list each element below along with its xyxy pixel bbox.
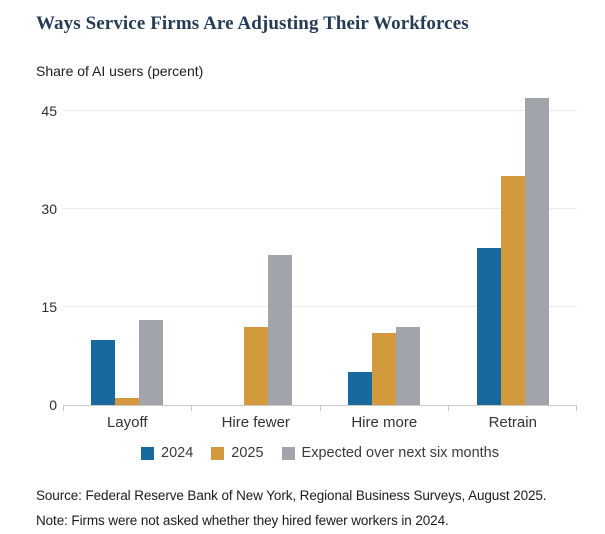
plot-area: 0 15 30 45 — [41, 92, 577, 413]
legend-item-2025: 2025 — [211, 445, 264, 461]
bar-2025-layoff — [115, 398, 140, 405]
legend: 2024 2025 Expected over next six months — [63, 445, 577, 461]
legend-label-2024: 2024 — [161, 445, 194, 461]
bar-expected-over-next-six-months-hire-more — [396, 327, 421, 405]
bar-expected-over-next-six-months-hire-fewer — [267, 255, 292, 405]
y-tick-label-0: 0 — [49, 397, 57, 413]
x-axis-tick-3 — [448, 405, 449, 411]
x-axis-label-hire-fewer: Hire fewer — [221, 414, 290, 431]
group-hire-fewer — [192, 92, 321, 405]
legend-item-2024: 2024 — [141, 445, 193, 461]
y-tick-label-45: 45 — [41, 103, 57, 119]
bar-expected-over-next-six-months-layoff — [139, 320, 164, 405]
source-note: Source: Federal Reserve Bank of New York… — [36, 488, 547, 503]
legend-swatch-2024 — [141, 446, 154, 460]
bar-2024-retrain — [476, 248, 501, 405]
group-layoff — [63, 92, 192, 405]
bar-2025-hire-fewer — [243, 327, 268, 405]
legend-label-2025: 2025 — [231, 445, 264, 461]
footer: Source: Federal Reserve Bank of New York… — [36, 483, 577, 533]
legend-item-expected-over-next-six-months: Expected over next six months — [281, 445, 499, 461]
gridline-30 — [63, 208, 577, 209]
bar-2024-hire-more — [348, 372, 373, 405]
x-axis-labels: Layoff Hire fewer Hire more Retrain — [63, 406, 577, 431]
y-axis-caption: Share of AI users (percent) — [36, 63, 204, 79]
bar-2025-retrain — [500, 176, 525, 405]
gridline-15 — [63, 306, 577, 307]
x-axis-tick-4 — [576, 405, 577, 411]
x-axis-tick-0 — [62, 405, 64, 411]
x-axis-tick-1 — [191, 405, 192, 411]
x-axis-label-retrain: Retrain — [488, 414, 537, 431]
legend-swatch-expected-over-next-six-months — [281, 446, 295, 460]
chart-title: Ways Service Firms Are Adjusting Their W… — [36, 13, 469, 34]
group-hire-more — [320, 92, 449, 405]
gridline-45 — [63, 110, 577, 111]
bar-2025-hire-more — [372, 333, 397, 405]
x-axis-tick-2 — [319, 405, 321, 411]
group-retrain — [449, 92, 578, 405]
bar-groups — [63, 92, 577, 405]
bar-expected-over-next-six-months-retrain — [524, 98, 549, 405]
legend-label-expected-over-next-six-months: Expected over next six months — [301, 445, 499, 461]
x-axis-label-layoff: Layoff — [106, 414, 148, 431]
legend-swatch-2025 — [211, 446, 225, 460]
method-note: Note: Firms were not asked whether they … — [36, 513, 449, 528]
y-tick-label-15: 15 — [41, 299, 57, 315]
bar-2024-layoff — [91, 340, 116, 405]
x-axis-label-hire-more: Hire more — [351, 414, 418, 431]
bar-chart: 0 15 30 45 Layoff Hire fewer Hire more Retrain… — [36, 92, 577, 461]
y-tick-label-30: 30 — [41, 201, 57, 217]
